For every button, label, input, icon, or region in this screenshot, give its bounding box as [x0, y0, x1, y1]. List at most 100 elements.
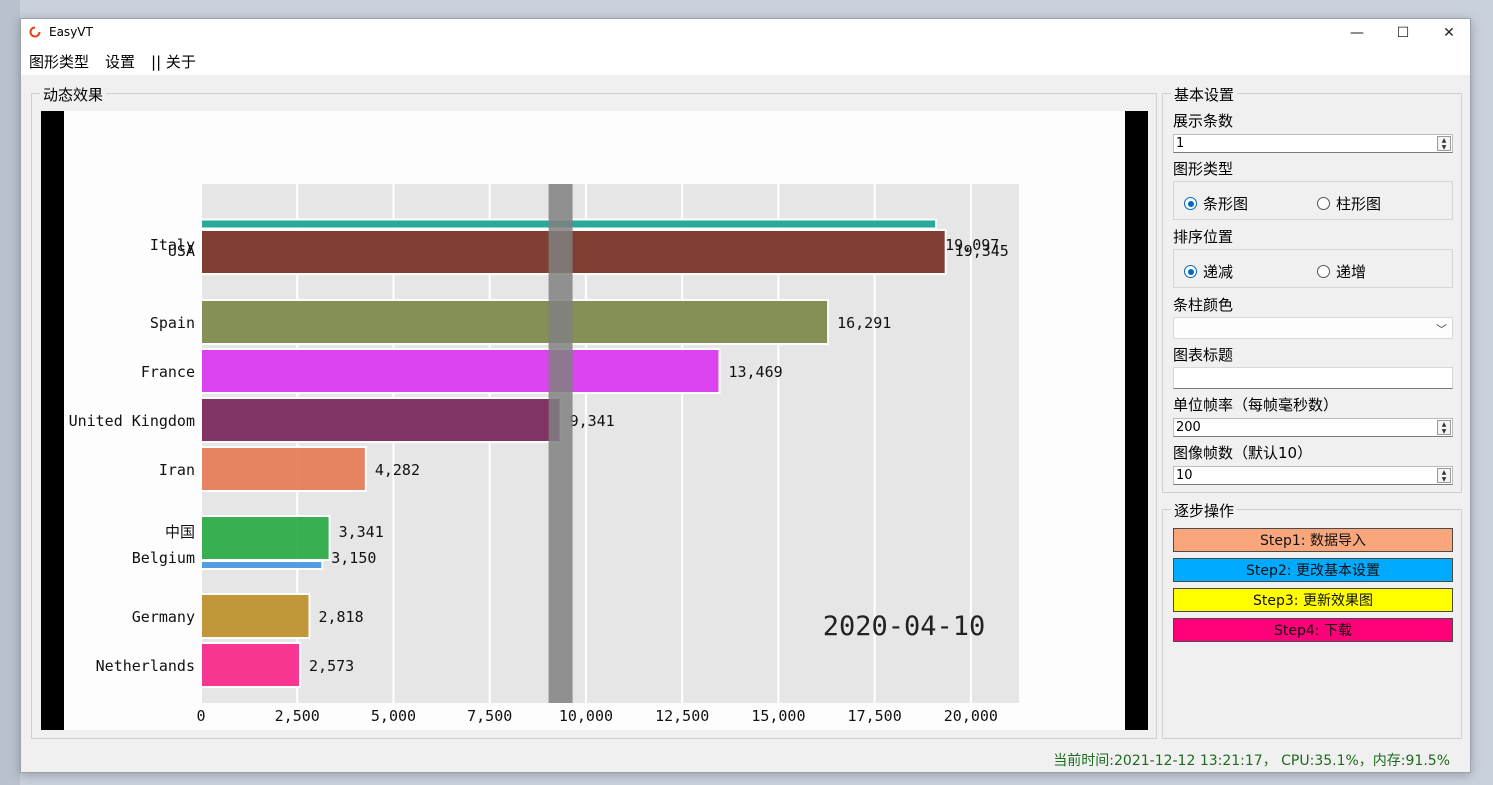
bar-color-label: 条柱颜色 — [1173, 296, 1234, 314]
minimize-button[interactable]: — — [1334, 19, 1380, 47]
chart-canvas: 0 2,500 5,000 7,500 10,000 12,500 15,000 17,500… — [64, 111, 1125, 730]
chart-title-label: 图表标题 — [1173, 346, 1234, 364]
show-count-label: 展示条数 — [1173, 112, 1234, 130]
bar-value-label: 2,573 — [309, 657, 354, 675]
bar — [200, 397, 562, 443]
menu-bar: 图形类型 设置 || 关于 — [21, 47, 1470, 75]
close-icon: ✕ — [1443, 25, 1455, 41]
chart-type-label: 图形类型 — [1173, 160, 1234, 178]
bar-category-label: Belgium — [132, 549, 195, 567]
show-count-value: 1 — [1176, 136, 1185, 151]
settings-group: 基本设置 展示条数 1 ▲ ▼ 图形类型 条形图 柱形图 排序位置 递减 — [1162, 84, 1462, 493]
status-bar: 当前时间:2021-12-12 13:21:17， CPU:35.1%，内存:9… — [1053, 753, 1450, 769]
steps-group-title: 逐步操作 — [1171, 500, 1238, 521]
bar — [200, 299, 830, 345]
frame-count-label: 图像帧数（默认10） — [1173, 444, 1313, 462]
x-tick-label: 0 — [196, 707, 205, 725]
show-count-spinbox[interactable]: 1 ▲ ▼ — [1173, 134, 1453, 153]
bar — [200, 348, 721, 394]
bar-category-label: 中国 — [165, 523, 195, 541]
spin-arrows-icon[interactable]: ▲ ▼ — [1437, 136, 1451, 151]
settings-group-title: 基本设置 — [1171, 84, 1238, 105]
x-tick-label: 20,000 — [944, 707, 998, 725]
chart-title-input[interactable] — [1173, 367, 1453, 389]
bar — [200, 642, 302, 688]
bar-value-label: 19,097 — [945, 236, 999, 254]
step3-update-button[interactable]: Step3: 更新效果图 — [1173, 588, 1453, 612]
spin-arrows-icon[interactable]: ▲ ▼ — [1437, 468, 1451, 483]
maximize-icon: ☐ — [1396, 25, 1410, 41]
frame-rate-label: 单位帧率（每帧毫秒数） — [1173, 396, 1339, 414]
frame-count-spinbox[interactable]: 10 ▲ ▼ — [1173, 466, 1453, 485]
step4-download-button[interactable]: Step4: 下载 — [1173, 618, 1453, 642]
x-tick-label: 15,000 — [751, 707, 805, 725]
video-preview: 0 2,500 5,000 7,500 10,000 12,500 15,000 17,500… — [41, 111, 1148, 730]
x-tick-label: 5,000 — [371, 707, 416, 725]
radio-selected-icon — [1184, 197, 1197, 210]
bar-category-label: United Kingdom — [69, 412, 195, 430]
x-tick-label: 10,000 — [559, 707, 613, 725]
bar-category-label: USA — [168, 242, 195, 260]
sort-label: 排序位置 — [1173, 228, 1234, 246]
app-window: EasyVT — ☐ ✕ 图形类型 设置 || 关于 动态效果 0 2,500 5,… — [20, 18, 1471, 773]
spin-arrows-icon[interactable]: ▲ ▼ — [1437, 420, 1451, 435]
app-icon — [29, 26, 41, 38]
bar-value-label: 2,818 — [318, 608, 363, 626]
bar — [200, 593, 311, 639]
x-tick-label: 12,500 — [655, 707, 709, 725]
close-button[interactable]: ✕ — [1426, 19, 1472, 47]
bar-category-label: Italy — [150, 236, 195, 254]
step1-import-button[interactable]: Step1: 数据导入 — [1173, 528, 1453, 552]
radio-unselected-icon — [1317, 197, 1330, 210]
x-tick-label: 2,500 — [275, 707, 320, 725]
chart-type-radio-group: 条形图 柱形图 — [1173, 181, 1453, 220]
radio-column-chart[interactable]: 柱形图 — [1317, 193, 1381, 214]
radio-descending-label: 递减 — [1203, 263, 1234, 281]
frame-rate-spinbox[interactable]: 200 ▲ ▼ — [1173, 418, 1453, 437]
x-tick-label: 7,500 — [467, 707, 512, 725]
minimize-icon: — — [1350, 25, 1364, 41]
window-title: EasyVT — [49, 25, 93, 39]
radio-ascending-label: 递增 — [1336, 263, 1367, 281]
bar-value-label: 3,150 — [331, 549, 376, 567]
sort-radio-group: 递减 递增 — [1173, 249, 1453, 288]
radio-bar-chart-label: 条形图 — [1203, 195, 1249, 213]
radio-unselected-icon — [1317, 265, 1330, 278]
frame-rate-value: 200 — [1176, 420, 1201, 435]
radio-descending[interactable]: 递减 — [1184, 261, 1233, 282]
chevron-down-icon: ﹀ — [1436, 323, 1447, 336]
bar — [200, 560, 324, 570]
step2-settings-button[interactable]: Step2: 更改基本设置 — [1173, 558, 1453, 582]
radio-ascending[interactable]: 递增 — [1317, 261, 1366, 282]
bar-value-label: 3,341 — [339, 523, 384, 541]
menu-settings[interactable]: 设置 — [105, 52, 136, 71]
effect-group: 动态效果 0 2,500 5,000 7,500 10,000 12,500 15,000 1… — [31, 84, 1157, 739]
bar-category-label: Iran — [159, 461, 195, 479]
bar-category-label: Netherlands — [96, 657, 195, 675]
bar-value-label: 13,469 — [728, 363, 782, 381]
frame-count-value: 10 — [1176, 468, 1193, 483]
current-value-marker — [548, 184, 573, 703]
menu-about[interactable]: || 关于 — [151, 52, 196, 71]
title-bar: EasyVT — ☐ ✕ — [21, 19, 1470, 47]
bar — [200, 229, 947, 275]
bar — [200, 446, 367, 492]
bar — [200, 515, 331, 561]
date-label: 2020-04-10 — [823, 611, 986, 642]
x-tick-label: 17,500 — [848, 707, 902, 725]
bar-color-combobox[interactable]: ﹀ — [1173, 317, 1453, 339]
bar-category-label: Germany — [132, 608, 195, 626]
maximize-button[interactable]: ☐ — [1380, 19, 1426, 47]
bar-value-label: 16,291 — [837, 314, 891, 332]
bar-value-label: 19,345 — [955, 242, 1009, 260]
effect-group-title: 动态效果 — [40, 84, 107, 105]
radio-selected-icon — [1184, 265, 1197, 278]
bar-category-label: Spain — [150, 314, 195, 332]
radio-bar-chart[interactable]: 条形图 — [1184, 193, 1248, 214]
bar-chart-race: 0 2,500 5,000 7,500 10,000 12,500 15,000 17,500… — [69, 184, 1019, 725]
radio-column-chart-label: 柱形图 — [1336, 195, 1382, 213]
desktop-background — [0, 0, 20, 785]
steps-group: 逐步操作 Step1: 数据导入 Step2: 更改基本设置 Step3: 更新… — [1162, 500, 1462, 739]
menu-chart-type[interactable]: 图形类型 — [29, 52, 90, 71]
bar-value-label: 4,282 — [375, 461, 420, 479]
